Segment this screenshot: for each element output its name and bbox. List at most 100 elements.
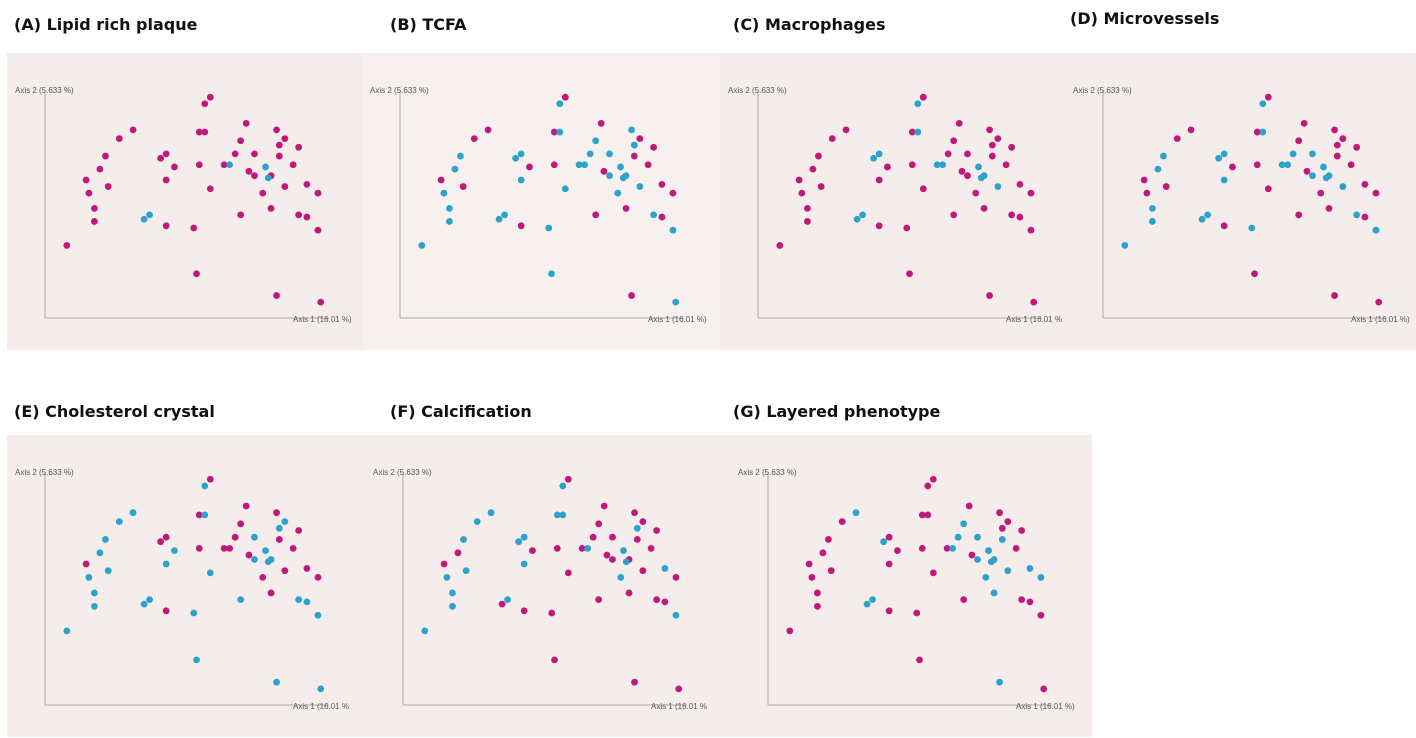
point xyxy=(1320,163,1327,171)
point xyxy=(171,163,178,171)
x-axis-label: Axis 1 (16.01 %) xyxy=(1351,315,1410,324)
x-axis-label: Axis 1 (16.01 %) xyxy=(293,315,352,324)
point xyxy=(273,509,280,517)
point xyxy=(994,183,1002,190)
point xyxy=(988,141,996,149)
point xyxy=(630,141,638,149)
point xyxy=(1026,598,1034,606)
point xyxy=(548,270,555,278)
point xyxy=(661,598,669,606)
point xyxy=(1030,298,1038,306)
y-axis-label: Axis 2 (5.633 %) xyxy=(738,468,797,477)
point xyxy=(614,189,622,197)
point xyxy=(805,560,813,568)
point xyxy=(1004,518,1012,525)
point xyxy=(955,119,963,127)
point xyxy=(226,544,234,552)
point xyxy=(1253,161,1261,169)
point xyxy=(96,165,104,173)
point xyxy=(1187,126,1195,134)
point xyxy=(628,126,635,134)
point xyxy=(606,150,613,158)
point xyxy=(1300,119,1308,127)
point xyxy=(220,544,228,552)
point xyxy=(974,533,981,541)
point xyxy=(303,598,311,606)
point xyxy=(639,567,647,575)
point xyxy=(1339,183,1347,190)
point xyxy=(939,161,947,169)
point xyxy=(980,204,988,212)
point xyxy=(609,556,616,563)
point xyxy=(564,475,572,483)
point xyxy=(237,520,245,528)
point xyxy=(672,573,680,581)
point xyxy=(1264,93,1272,101)
point xyxy=(985,547,992,554)
point xyxy=(529,547,536,554)
point xyxy=(1289,150,1297,158)
point xyxy=(504,596,511,604)
point xyxy=(449,589,456,597)
point xyxy=(295,596,303,604)
point xyxy=(1333,141,1341,149)
point xyxy=(808,573,816,581)
point xyxy=(459,183,467,190)
point xyxy=(870,154,878,162)
point xyxy=(575,161,583,169)
point xyxy=(314,189,322,197)
point xyxy=(980,172,988,180)
point xyxy=(631,678,638,686)
point xyxy=(1309,150,1316,158)
point xyxy=(1259,128,1267,136)
point xyxy=(1008,143,1016,151)
point xyxy=(1012,544,1020,552)
panel-background xyxy=(362,53,722,350)
point xyxy=(1284,161,1292,169)
point xyxy=(295,211,303,219)
point xyxy=(314,226,322,234)
point xyxy=(551,656,558,664)
point xyxy=(804,218,811,225)
point xyxy=(206,475,214,483)
point xyxy=(242,502,250,510)
point xyxy=(903,224,911,232)
point xyxy=(672,298,680,306)
point xyxy=(206,185,214,193)
point xyxy=(561,185,569,193)
point xyxy=(231,533,239,541)
point xyxy=(884,163,891,171)
point xyxy=(267,556,275,563)
point xyxy=(875,222,883,230)
point xyxy=(1149,204,1156,212)
point xyxy=(1229,163,1236,171)
point xyxy=(597,119,605,127)
point xyxy=(653,596,661,604)
point xyxy=(449,602,456,610)
point xyxy=(171,547,178,554)
point xyxy=(1339,135,1347,143)
point xyxy=(972,189,980,197)
point xyxy=(675,685,683,693)
point xyxy=(672,611,680,619)
y-axis-label: Axis 2 (5.633 %) xyxy=(15,86,74,95)
point xyxy=(96,549,104,557)
point xyxy=(658,180,666,188)
point xyxy=(1248,224,1256,232)
point xyxy=(622,172,630,180)
point xyxy=(517,176,525,184)
point xyxy=(827,567,835,575)
point xyxy=(548,609,556,617)
point xyxy=(639,518,647,525)
point xyxy=(564,569,572,577)
point xyxy=(267,204,275,212)
point xyxy=(658,213,666,221)
point xyxy=(251,150,258,158)
point xyxy=(559,482,567,490)
point xyxy=(918,544,926,552)
panel-title: (E) Cholesterol crystal xyxy=(14,402,215,421)
point xyxy=(630,152,638,160)
point xyxy=(1325,172,1333,180)
point xyxy=(245,167,253,175)
point xyxy=(958,167,966,175)
